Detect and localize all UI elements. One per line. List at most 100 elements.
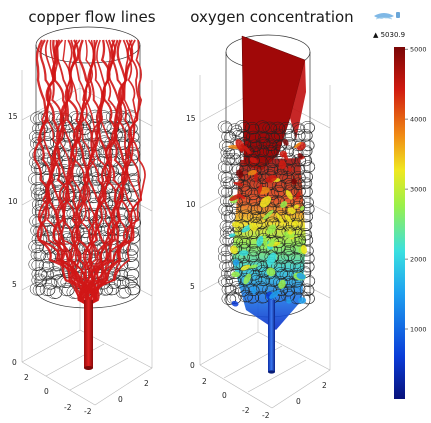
packed-particles-right [217, 120, 316, 305]
x-tick-right: 0 [222, 391, 227, 400]
particle [292, 262, 305, 273]
concentration-blob [268, 238, 275, 247]
particle [265, 146, 278, 158]
flow-line [49, 39, 97, 306]
particle [249, 212, 262, 223]
particle [248, 195, 261, 207]
particle [300, 155, 313, 167]
particle [285, 204, 297, 216]
particle [282, 173, 295, 184]
particle [255, 282, 268, 294]
z-tick-right: 0 [190, 361, 195, 370]
colorbar-ticks: 5000 4000 3000 2000 1000 [405, 46, 427, 334]
particle [273, 186, 286, 198]
concentration-blob [298, 297, 307, 304]
particle [257, 164, 269, 175]
particle [220, 252, 233, 264]
particle [267, 189, 279, 200]
panel-oxygen: oxygen concentration 0 5 10 15 2 0 -2 -2… [186, 8, 354, 420]
particle [44, 278, 58, 290]
particle [217, 120, 233, 134]
flow-line [33, 39, 96, 306]
concentration-blob [244, 146, 251, 155]
concentration-blob [231, 271, 240, 278]
copper-flow-lines [33, 39, 146, 306]
particle [300, 121, 315, 134]
concentration-blob [266, 252, 277, 266]
particle [32, 284, 46, 296]
particle [302, 253, 315, 264]
particle [293, 202, 306, 214]
particle [301, 172, 313, 183]
inlet-rod-cap-right [268, 370, 275, 374]
flow-line [52, 39, 97, 306]
flow-line [84, 39, 103, 306]
flow-line [87, 39, 143, 306]
particle [292, 211, 305, 222]
concentration-blob [285, 189, 293, 200]
concentration-blob [291, 178, 297, 185]
particle [223, 154, 236, 166]
particle [229, 154, 242, 165]
particle [275, 140, 288, 152]
particle [284, 130, 297, 142]
concentration-blob [231, 221, 240, 228]
particle [274, 261, 286, 273]
particle [274, 181, 287, 192]
concentration-blob [257, 184, 263, 194]
particle [300, 130, 313, 142]
concentration-blob [279, 150, 287, 158]
x-tick-right: 2 [202, 377, 207, 386]
particle [300, 220, 313, 231]
y-tick-right: -2 [262, 411, 270, 420]
particle [35, 123, 48, 135]
concentration-blob [292, 220, 299, 227]
particle [302, 261, 315, 273]
particle [247, 123, 260, 135]
particle [238, 260, 251, 271]
colorbar-tick-label: 3000 [410, 186, 427, 194]
concentration-blob [233, 181, 243, 186]
inlet-rod-cap-left [84, 366, 93, 370]
concentration-blob [243, 273, 251, 285]
particle [224, 294, 237, 305]
particle [268, 133, 281, 144]
particle [49, 287, 63, 299]
particle [128, 175, 141, 187]
concentration-blob [239, 194, 246, 200]
concentration-blob [249, 222, 258, 231]
colorbar-tick-label: 1000 [410, 326, 427, 334]
particle [100, 284, 113, 296]
particle [273, 123, 286, 134]
inlet-rod-left [84, 300, 93, 368]
particle [238, 121, 250, 133]
flow-line [64, 39, 89, 306]
concentration-blob [260, 196, 272, 208]
particle [42, 129, 55, 141]
particle [281, 123, 294, 135]
concentration-blob [287, 229, 293, 235]
particle [250, 204, 263, 215]
concentration-blob [228, 233, 236, 238]
particle [256, 218, 268, 229]
concentration-blob [263, 234, 268, 249]
particle [276, 170, 289, 181]
chart-title-left: copper flow lines [28, 8, 155, 26]
concentration-blob [231, 300, 239, 307]
concentration-blob [265, 175, 277, 183]
concentration-blob [232, 259, 240, 266]
concentration-blob [300, 244, 308, 255]
x-tick-left: -2 [64, 403, 72, 412]
concentration-blob [286, 298, 292, 304]
particle [32, 157, 45, 169]
particle [274, 130, 286, 141]
particle [33, 249, 47, 262]
y-tick-right: 0 [296, 397, 301, 406]
particle [238, 156, 251, 167]
concentration-blob [295, 191, 301, 200]
particle [290, 219, 303, 230]
concentration-blob [230, 245, 238, 255]
concentration-blob [249, 157, 258, 164]
particle [106, 283, 120, 296]
